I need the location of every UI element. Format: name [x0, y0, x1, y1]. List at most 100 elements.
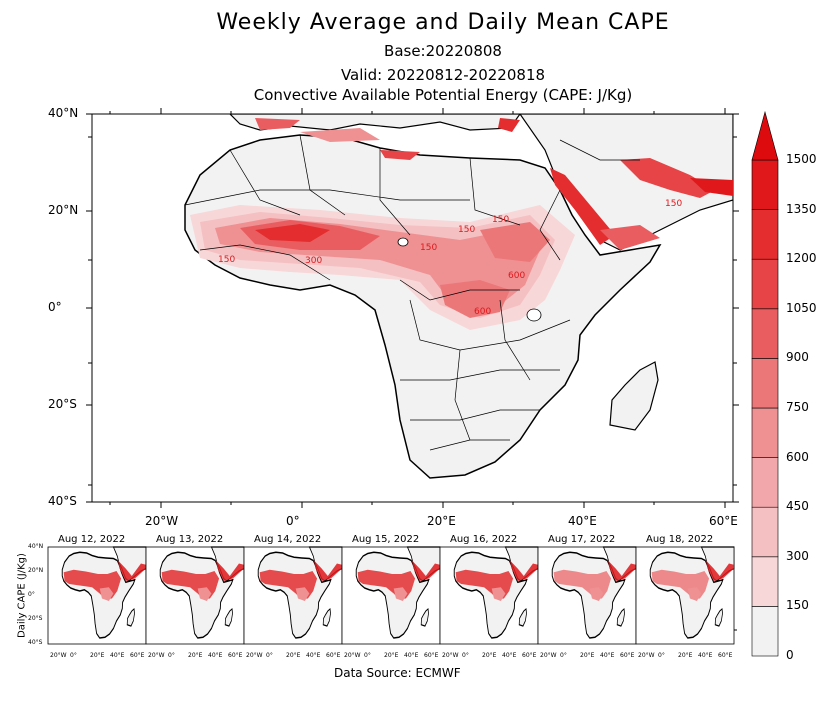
daily-panel-lon-tick: 60°E — [326, 652, 341, 659]
daily-panel-lon-tick: 60°E — [620, 652, 635, 659]
contour-label: 150 — [665, 199, 682, 209]
daily-panel-lon-tick: 40°E — [502, 652, 517, 659]
colorbar-band — [751, 407, 779, 458]
contour-label: 150 — [492, 215, 509, 225]
valid-range: Valid: 20220812-20220818 — [340, 66, 546, 84]
daily-panel — [243, 546, 343, 645]
lat-tick-label: 0° — [48, 300, 62, 314]
colorbar-band — [751, 556, 779, 607]
daily-panel-lon-tick: 60°E — [130, 652, 145, 659]
colorbar-band — [751, 258, 779, 310]
colorbar-label: 750 — [786, 400, 809, 414]
contour-labels: 150 150 150 300 150 600 600 150 — [218, 199, 682, 317]
colorbar-label: 0 — [786, 648, 794, 662]
colorbar-band — [751, 506, 779, 558]
daily-panel — [537, 546, 637, 645]
daily-panels — [47, 546, 735, 645]
colorbar-label: 150 — [786, 598, 809, 613]
daily-panel-lon-tick: 40°E — [110, 652, 125, 659]
colorbar-label: 300 — [786, 548, 809, 563]
contour-label: 600 — [474, 307, 491, 317]
contour-label: 150 — [420, 243, 437, 253]
daily-panel-lon-tick: 20°W — [540, 652, 557, 659]
daily-panel — [341, 546, 441, 645]
daily-panel — [635, 546, 735, 645]
daily-panel-lon-tick: 0° — [364, 652, 371, 659]
daily-panel-lon-tick: 20°E — [286, 652, 301, 659]
daily-panel-lon-tick: 0° — [70, 652, 77, 659]
daily-panel-lon-tick: 0° — [462, 652, 469, 659]
contour-label: 600 — [508, 271, 525, 281]
daily-panel-date: Aug 12, 2022 — [58, 534, 126, 545]
daily-panel-lon-tick: 20°W — [148, 652, 165, 659]
daily-panel-date: Aug 13, 2022 — [156, 534, 224, 545]
colorbar-label: 900 — [786, 350, 809, 365]
colorbar-label: 1500 — [786, 152, 817, 166]
daily-panel-lon-tick: 60°E — [228, 652, 243, 659]
daily-panel-lon-tick: 40°E — [600, 652, 615, 659]
cape-shading — [190, 118, 733, 330]
daily-panel-lat-tick: 20°N — [28, 567, 44, 574]
daily-panel — [439, 546, 539, 645]
daily-panel — [145, 546, 245, 645]
daily-panel-lon-tick: 20°E — [580, 652, 595, 659]
daily-panel-lon-tick: 40°E — [306, 652, 321, 659]
daily-panel-lon-tick: 60°E — [424, 652, 439, 659]
lon-tick-label: 0° — [286, 514, 300, 528]
lon-tick-label: 20°W — [145, 514, 179, 528]
daily-panel-lon-tick: 20°E — [678, 652, 693, 659]
country-borders — [184, 134, 640, 451]
contour-label: 150 — [218, 255, 235, 265]
daily-panel-lon-tick: 0° — [658, 652, 665, 659]
daily-panel-lon-tick: 20°W — [246, 652, 263, 659]
daily-panel-lon-tick: 40°E — [208, 652, 223, 659]
colorbar-label: 1350 — [786, 201, 817, 216]
daily-panel-lon-tick: 60°E — [522, 652, 537, 659]
lon-tick-label: 60°E — [709, 514, 738, 528]
daily-panel-lon-tick: 60°E — [718, 652, 733, 659]
daily-panel-lat-tick: 40°S — [28, 639, 43, 646]
colorbar-label: 600 — [786, 449, 809, 464]
colorbar-band — [751, 606, 779, 657]
daily-panel-lon-tick: 20°W — [442, 652, 459, 659]
daily-panel-lon-tick: 40°E — [698, 652, 713, 659]
daily-cape-axis-label: Daily CAPE (J/Kg) — [16, 553, 28, 638]
contour-label: 150 — [458, 225, 475, 235]
data-source: Data Source: ECMWF — [334, 666, 461, 680]
colorbar-band — [751, 209, 779, 260]
variable-name: Convective Available Potential Energy (C… — [253, 86, 633, 104]
lat-tick-label: 20°N — [48, 203, 79, 217]
madagascar-land — [609, 361, 659, 431]
daily-panel-lon-tick: 20°W — [638, 652, 655, 659]
colorbar-band — [751, 159, 779, 210]
daily-panel-lat-tick: 40°N — [28, 543, 44, 550]
daily-panel-lon-tick: 20°E — [482, 652, 497, 659]
lat-tick-label: 40°S — [48, 494, 77, 508]
daily-panel-date: Aug 17, 2022 — [548, 534, 616, 545]
colorbar-label: 1200 — [786, 251, 817, 266]
colorbar — [751, 110, 779, 657]
map-ticks — [86, 108, 739, 631]
lon-tick-label: 20°E — [427, 514, 456, 528]
colorbar-label: 450 — [786, 499, 809, 514]
daily-panel-lon-tick: 20°E — [90, 652, 105, 659]
colorbar-band — [751, 358, 779, 409]
daily-panel — [47, 546, 147, 645]
daily-panel-date: Aug 14, 2022 — [254, 534, 322, 545]
colorbar-band — [751, 457, 779, 508]
daily-panel-lon-tick: 20°W — [50, 652, 67, 659]
contour-label: 300 — [305, 256, 322, 266]
daily-panel-date: Aug 18, 2022 — [646, 534, 714, 545]
daily-panel-lon-tick: 20°W — [344, 652, 361, 659]
colorbar-arrow — [751, 110, 779, 161]
daily-panel-lon-tick: 20°E — [384, 652, 399, 659]
lat-tick-label: 40°N — [48, 106, 79, 120]
lake-victoria — [526, 308, 542, 322]
daily-panel-date: Aug 16, 2022 — [450, 534, 518, 545]
colorbar-label: 1050 — [786, 300, 817, 315]
colorbar-band — [751, 308, 779, 359]
daily-panel-lon-tick: 0° — [168, 652, 175, 659]
daily-panel-lon-tick: 0° — [560, 652, 567, 659]
map-title: Weekly Average and Daily Mean CAPE — [216, 10, 670, 35]
